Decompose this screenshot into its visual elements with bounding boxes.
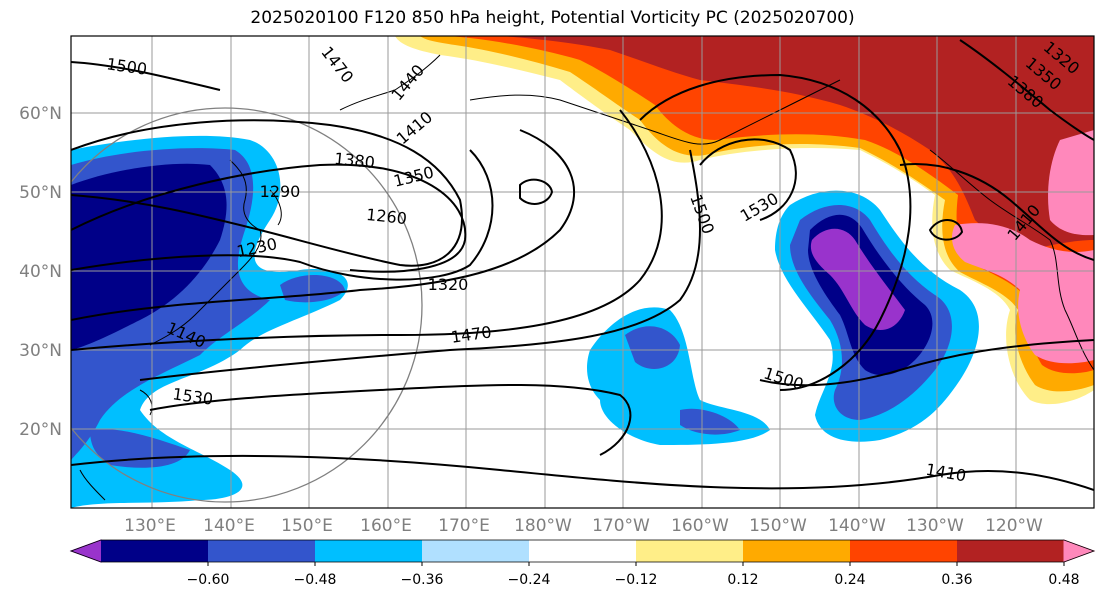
map-title: 2025020100 F120 850 hPa height, Potentia… <box>250 8 855 28</box>
colorbar: −0.60 −0.48 −0.36 −0.24 −0.12 0.12 0.24 0.36 0.4… <box>69 539 1096 588</box>
colorbar-segment <box>422 540 530 562</box>
contour-label: 1320 <box>428 275 469 294</box>
colorbar-tick-label: −0.12 <box>615 572 658 588</box>
colorbar-segment <box>850 540 958 562</box>
colorbar-tick-label: 0.12 <box>727 572 758 588</box>
lon-label: 170°W <box>592 516 650 536</box>
colorbar-extend-low <box>69 539 102 563</box>
pv-positive-north <box>395 36 1094 405</box>
colorbar-segment <box>101 540 209 562</box>
lon-label: 130°W <box>906 516 964 536</box>
colorbar-tick-label: −0.60 <box>187 572 230 588</box>
lat-label: 30°N <box>19 341 62 361</box>
colorbar-segment <box>208 540 316 562</box>
lat-label: 20°N <box>19 420 62 440</box>
lat-label: 60°N <box>19 104 62 124</box>
contour-label: 1380 <box>333 149 375 172</box>
colorbar-tick-label: 0.36 <box>941 572 972 588</box>
colorbar-tick-label: −0.24 <box>508 572 551 588</box>
latitude-labels: 60°N 50°N 40°N 30°N 20°N <box>19 104 62 440</box>
colorbar-tick-label: 0.24 <box>834 572 865 588</box>
gridlines <box>71 36 1094 508</box>
lon-label: 160°E <box>360 516 412 536</box>
lon-label: 150°W <box>749 516 807 536</box>
lon-label: 130°E <box>124 516 176 536</box>
lat-label: 40°N <box>19 262 62 282</box>
colorbar-segments <box>69 539 1096 563</box>
colorbar-segment <box>743 540 851 562</box>
colorbar-extend-high <box>1063 539 1096 563</box>
coastlines <box>79 54 1094 501</box>
lon-label: 150°E <box>281 516 333 536</box>
height-contours <box>71 39 1094 491</box>
lat-label: 50°N <box>19 183 62 203</box>
colorbar-ticks: −0.60 −0.48 −0.36 −0.24 −0.12 0.12 0.24 0.36 0.4… <box>187 562 1080 588</box>
pv-negative-central <box>587 307 770 445</box>
longitude-labels: 130°E 140°E 150°E 160°E 170°E 180°W 170°… <box>124 516 1043 536</box>
colorbar-tick-label: −0.36 <box>401 572 444 588</box>
range-circle <box>71 107 423 503</box>
colorbar-segment <box>636 540 744 562</box>
lon-label: 160°W <box>671 516 729 536</box>
contour-label: 1260 <box>365 205 407 228</box>
lon-label: 120°W <box>985 516 1043 536</box>
colorbar-segment <box>957 540 1065 562</box>
lon-label: 140°E <box>203 516 255 536</box>
lon-label: 140°W <box>828 516 886 536</box>
colorbar-tick-label: −0.48 <box>294 572 337 588</box>
contour-label: 1290 <box>260 182 301 201</box>
colorbar-tick-label: 0.48 <box>1048 572 1079 588</box>
colorbar-segment <box>529 540 637 562</box>
map-frame <box>70 35 1095 509</box>
colorbar-outline <box>69 539 1096 563</box>
lon-label: 180°W <box>514 516 572 536</box>
lon-label: 170°E <box>438 516 490 536</box>
colorbar-segment <box>315 540 423 562</box>
